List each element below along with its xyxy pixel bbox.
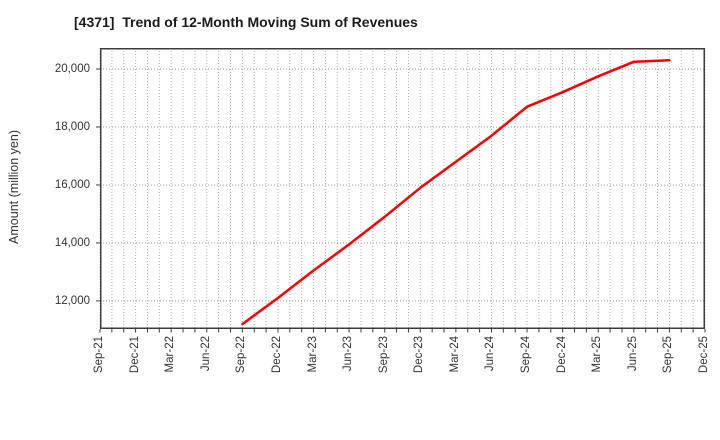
x-tick-label: Jun-22 [199,336,212,372]
x-tick-label: Jun-24 [484,336,497,372]
x-tick-label: Sep-24 [520,336,533,374]
x-tick-label: Sep-22 [235,336,248,374]
chart-title: [4371] Trend of 12-Month Moving Sum of R… [74,14,418,30]
y-tick-label: 16,000 [54,178,90,191]
x-tick-label: Dec-24 [555,336,568,374]
x-tick-label: Sep-21 [93,336,105,374]
x-tick-label: Jun-25 [626,336,639,372]
x-tick-label: Sep-25 [662,336,675,374]
x-tick-label: Mar-24 [448,336,461,373]
x-tick-label: Dec-21 [128,336,141,374]
plot-area [96,48,706,333]
x-tick-label: Sep-23 [377,336,390,374]
y-tick-label: 14,000 [54,236,90,249]
plot-border [100,48,705,329]
x-tick-label: Mar-22 [164,336,177,373]
revenue-line [241,59,671,326]
x-tick-label: Mar-25 [591,336,604,373]
x-tick-label: Dec-22 [270,336,283,374]
y-tick-label: 12,000 [54,294,90,307]
y-tick-label: 20,000 [54,63,90,75]
x-tick-label: Dec-23 [413,336,426,374]
x-tick-label: Mar-23 [306,336,319,373]
x-tick-label: Jun-23 [342,336,355,372]
y-axis-title: Amount (million yen) [7,130,21,244]
y-tick-label: 18,000 [54,120,90,133]
x-tick-label: Dec-25 [698,336,710,374]
